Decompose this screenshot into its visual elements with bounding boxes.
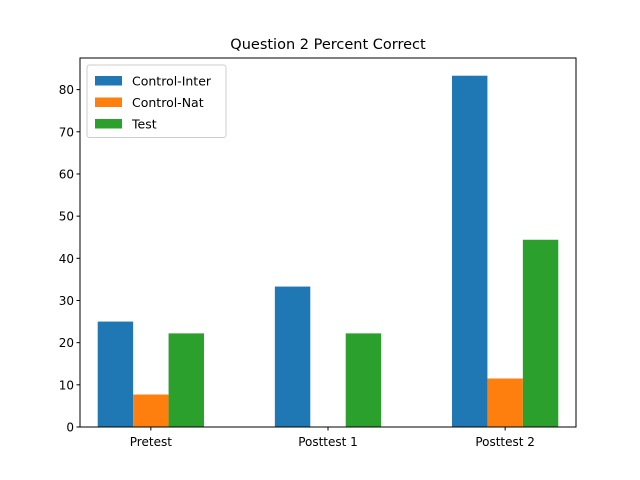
x-tick-label-pretest: Pretest [130, 435, 172, 449]
y-tick-label: 60 [59, 167, 74, 181]
y-tick-label: 80 [59, 83, 74, 97]
y-tick-label: 30 [59, 294, 74, 308]
legend-label-control-nat: Control-Nat [132, 95, 204, 110]
bar-test-pretest [168, 333, 204, 427]
x-tick-label-posttest-1: Posttest 1 [298, 435, 358, 449]
bar-test-posttest-2 [522, 239, 559, 427]
bar-control-nat-posttest-2 [487, 378, 523, 427]
bar-control-inter-posttest-1 [274, 286, 311, 427]
bar-control-inter-pretest [97, 321, 134, 427]
y-tick-label: 70 [59, 125, 74, 139]
y-tick-label: 10 [59, 378, 74, 392]
y-tick-label: 20 [59, 336, 74, 350]
legend: Control-Inter Control-Nat Test [86, 64, 227, 138]
chart-title: Question 2 Percent Correct [230, 37, 426, 53]
y-tick-label: 40 [59, 252, 74, 266]
legend-swatch-control-inter [95, 76, 122, 86]
bar-test-posttest-1 [345, 333, 382, 427]
axes-group: 0 10 20 30 40 50 60 70 80 Pretest Posttest 1 Postte… [59, 57, 577, 449]
legend-label-control-inter: Control-Inter [132, 74, 212, 89]
legend-label-test: Test [131, 117, 157, 132]
x-tick-label-posttest-2: Posttest 2 [475, 435, 535, 449]
bar-control-inter-posttest-2 [452, 75, 488, 428]
y-tick-label: 0 [66, 421, 74, 435]
legend-swatch-test [95, 119, 122, 129]
bars-group [97, 75, 559, 428]
bar-control-nat-pretest [133, 394, 169, 427]
y-tick-label: 50 [59, 210, 74, 224]
legend-swatch-control-nat [95, 97, 122, 107]
